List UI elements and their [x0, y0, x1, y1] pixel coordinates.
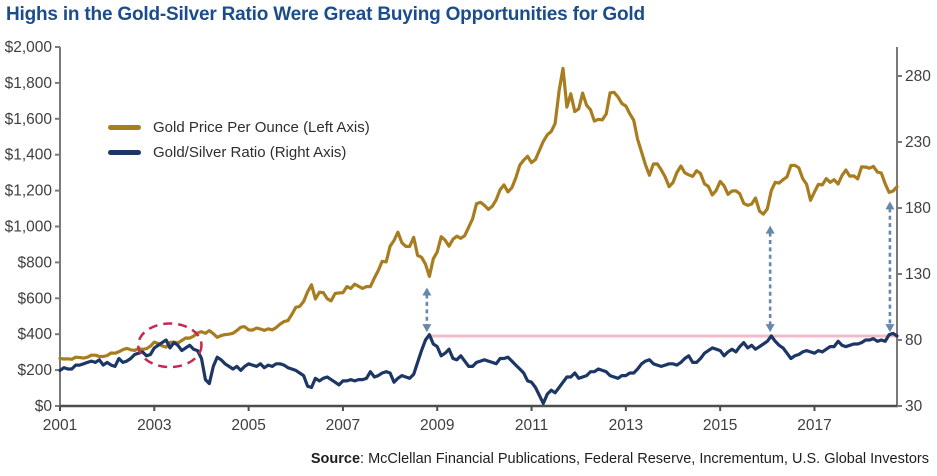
buy-signal-arrow-head-up [422, 287, 432, 296]
x-axis-tick-label: 2005 [231, 417, 265, 434]
right-axis-tick-label: 130 [905, 266, 931, 283]
buy-signal-arrow-head-up [885, 201, 895, 210]
buy-signal-arrow-head-down [885, 324, 895, 333]
left-axis-tick-label: $1,600 [5, 111, 53, 128]
gold-silver-ratio-line [58, 331, 899, 405]
x-axis-tick-label: 2013 [609, 417, 643, 434]
left-axis-tick-label: $400 [18, 326, 53, 343]
x-axis-tick-label: 2017 [797, 417, 831, 434]
left-axis-tick-label: $1,200 [5, 183, 53, 200]
buy-signal-arrow-head-down [765, 324, 775, 333]
left-axis-tick-label: $0 [35, 398, 53, 415]
legend-item-gold-silver-ratio: Gold/Silver Ratio (Right Axis) [108, 140, 370, 165]
left-axis-tick-label: $200 [18, 362, 53, 379]
x-axis-tick-label: 2001 [43, 417, 77, 434]
x-axis-tick-label: 2011 [515, 417, 548, 434]
left-axis-tick-label: $2,000 [5, 39, 53, 56]
x-axis-tick-label: 2015 [703, 417, 737, 434]
ratio-line-swatch [108, 150, 141, 155]
x-axis-tick-label: 2007 [326, 417, 360, 434]
left-axis-tick-label: $600 [18, 290, 53, 307]
gold-line-swatch [108, 125, 141, 130]
chart-legend: Gold Price Per Ounce (Left Axis) Gold/Si… [108, 115, 370, 165]
buy-signal-arrow-head-down [422, 324, 432, 333]
left-axis-tick-label: $1,000 [5, 219, 53, 236]
legend-label: Gold/Silver Ratio (Right Axis) [153, 144, 347, 161]
source-text: : McClellan Financial Publications, Fede… [360, 451, 929, 467]
source-label: Source [310, 451, 361, 467]
right-axis-tick-label: 30 [905, 398, 923, 415]
buy-signal-arrow-head-up [765, 225, 775, 234]
right-axis-tick-label: 180 [905, 200, 931, 217]
x-axis-tick-label: 2003 [137, 417, 171, 434]
left-axis-tick-label: $1,800 [5, 75, 53, 92]
legend-item-gold-price: Gold Price Per Ounce (Left Axis) [108, 115, 370, 140]
right-axis-tick-label: 80 [905, 332, 923, 349]
left-axis-tick-label: $800 [18, 254, 53, 271]
left-axis-tick-label: $1,400 [5, 147, 53, 164]
source-credit: Source: McClellan Financial Publications… [311, 451, 929, 467]
right-axis-tick-label: 280 [905, 68, 931, 85]
right-axis-tick-label: 230 [905, 134, 931, 151]
ratio-peak-ellipse-highlight [137, 322, 203, 369]
x-axis-tick-label: 2009 [420, 417, 454, 434]
legend-label: Gold Price Per Ounce (Left Axis) [153, 119, 370, 136]
gold-price-line [58, 66, 899, 361]
page-title: Highs in the Gold-Silver Ratio Were Grea… [6, 4, 645, 25]
